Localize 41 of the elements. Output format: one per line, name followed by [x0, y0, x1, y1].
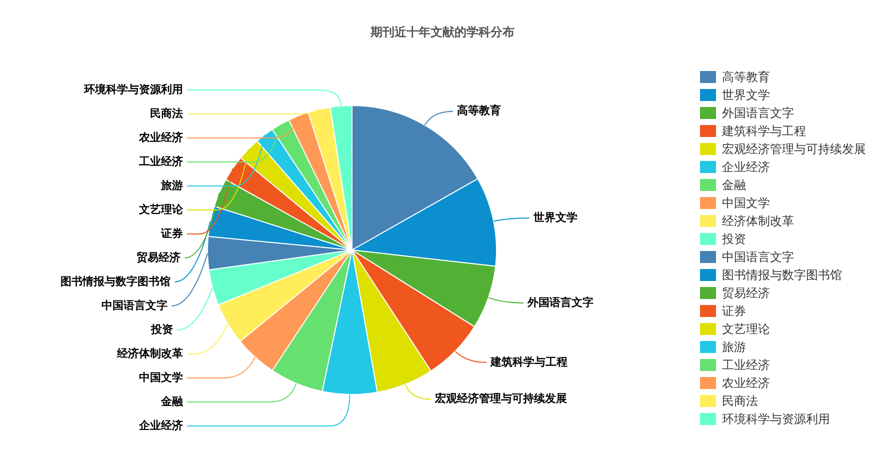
- slice-label: 工业经济: [138, 154, 183, 168]
- slice-label: 宏观经济管理与可持续发展: [434, 392, 568, 406]
- legend-label: 证券: [722, 302, 746, 320]
- legend-label: 建筑科学与工程: [722, 122, 806, 140]
- legend-label: 贸易经济: [722, 284, 770, 302]
- slice-label: 外国语言文字: [526, 296, 594, 309]
- legend-label: 文艺理论: [722, 320, 770, 338]
- legend-label: 图书情报与数字图书馆: [722, 266, 842, 284]
- slice-label: 证券: [160, 226, 184, 240]
- slice-label: 世界文学: [532, 210, 578, 224]
- slice-label: 旅游: [160, 178, 183, 192]
- legend-label: 世界文学: [722, 86, 770, 104]
- legend-label: 金融: [722, 176, 746, 194]
- legend-label: 工业经济: [722, 356, 770, 374]
- slice-label: 图书情报与数字图书馆: [60, 274, 171, 288]
- slice-label: 金融: [160, 394, 184, 408]
- legend-label: 旅游: [722, 338, 746, 356]
- legend-label: 宏观经济管理与可持续发展: [722, 140, 866, 158]
- slice-label: 建筑科学与工程: [490, 355, 568, 368]
- legend-label: 农业经济: [722, 374, 770, 392]
- legend-label: 外国语言文字: [722, 104, 794, 122]
- legend-label: 中国文学: [722, 194, 770, 212]
- slice-label: 民商法: [150, 106, 183, 120]
- legend-label: 企业经济: [722, 158, 770, 176]
- slice-label: 投资: [150, 322, 174, 336]
- legend-label: 中国语言文字: [722, 248, 794, 266]
- legend-label: 环境科学与资源利用: [722, 410, 830, 428]
- chart-title: 期刊近十年文献的学科分布: [370, 24, 516, 41]
- slice-label: 文艺理论: [138, 202, 184, 216]
- slice-label: 中国文学: [139, 370, 183, 384]
- slice-label: 环境科学与资源利用: [83, 82, 183, 96]
- slice-label: 高等教育: [456, 104, 501, 118]
- slice-label: 企业经济: [138, 418, 183, 432]
- legend-label: 经济体制改革: [722, 212, 794, 230]
- legend-label: 民商法: [722, 392, 758, 410]
- slice-label: 中国语言文字: [102, 298, 168, 312]
- slice-label: 农业经济: [138, 130, 183, 144]
- slice-label: 贸易经济: [136, 250, 181, 264]
- legend-label: 高等教育: [722, 68, 770, 86]
- slice-label: 经济体制改革: [116, 346, 183, 360]
- legend-label: 投资: [722, 230, 746, 248]
